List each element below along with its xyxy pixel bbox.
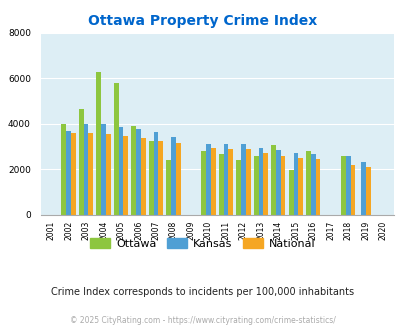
Bar <box>293 153 298 214</box>
Bar <box>175 143 180 214</box>
Bar <box>88 133 93 214</box>
Bar <box>245 149 250 214</box>
Bar <box>141 139 145 214</box>
Bar <box>350 165 354 214</box>
Bar <box>315 159 320 214</box>
Bar <box>210 148 215 214</box>
Bar <box>298 158 302 214</box>
Bar <box>228 149 232 214</box>
Bar <box>345 155 350 214</box>
Bar <box>153 132 158 214</box>
Legend: Ottawa, Kansas, National: Ottawa, Kansas, National <box>86 234 319 253</box>
Bar <box>271 145 275 214</box>
Bar <box>136 129 141 214</box>
Bar <box>101 124 106 214</box>
Bar <box>118 127 123 214</box>
Bar <box>96 72 101 214</box>
Bar <box>71 133 75 214</box>
Bar <box>106 134 110 214</box>
Bar <box>275 150 280 214</box>
Bar <box>114 83 118 214</box>
Bar <box>66 131 71 214</box>
Bar <box>288 170 293 214</box>
Bar <box>206 144 210 214</box>
Bar <box>171 137 175 214</box>
Text: © 2025 CityRating.com - https://www.cityrating.com/crime-statistics/: © 2025 CityRating.com - https://www.city… <box>70 315 335 325</box>
Bar <box>280 155 285 214</box>
Bar <box>158 141 163 214</box>
Bar <box>236 160 241 214</box>
Bar <box>305 151 310 214</box>
Bar <box>83 124 88 214</box>
Bar <box>253 155 258 214</box>
Bar <box>166 160 171 214</box>
Text: Ottawa Property Crime Index: Ottawa Property Crime Index <box>88 15 317 28</box>
Bar <box>262 153 267 214</box>
Bar <box>360 162 365 214</box>
Bar <box>258 148 262 214</box>
Bar <box>131 126 136 214</box>
Bar <box>61 124 66 214</box>
Bar <box>218 154 223 214</box>
Bar <box>341 155 345 214</box>
Text: Crime Index corresponds to incidents per 100,000 inhabitants: Crime Index corresponds to incidents per… <box>51 287 354 297</box>
Bar <box>123 136 128 214</box>
Bar <box>223 144 228 214</box>
Bar <box>149 141 153 214</box>
Bar <box>79 109 83 214</box>
Bar <box>201 151 206 214</box>
Bar <box>241 144 245 214</box>
Bar <box>310 154 315 214</box>
Bar <box>365 167 370 214</box>
